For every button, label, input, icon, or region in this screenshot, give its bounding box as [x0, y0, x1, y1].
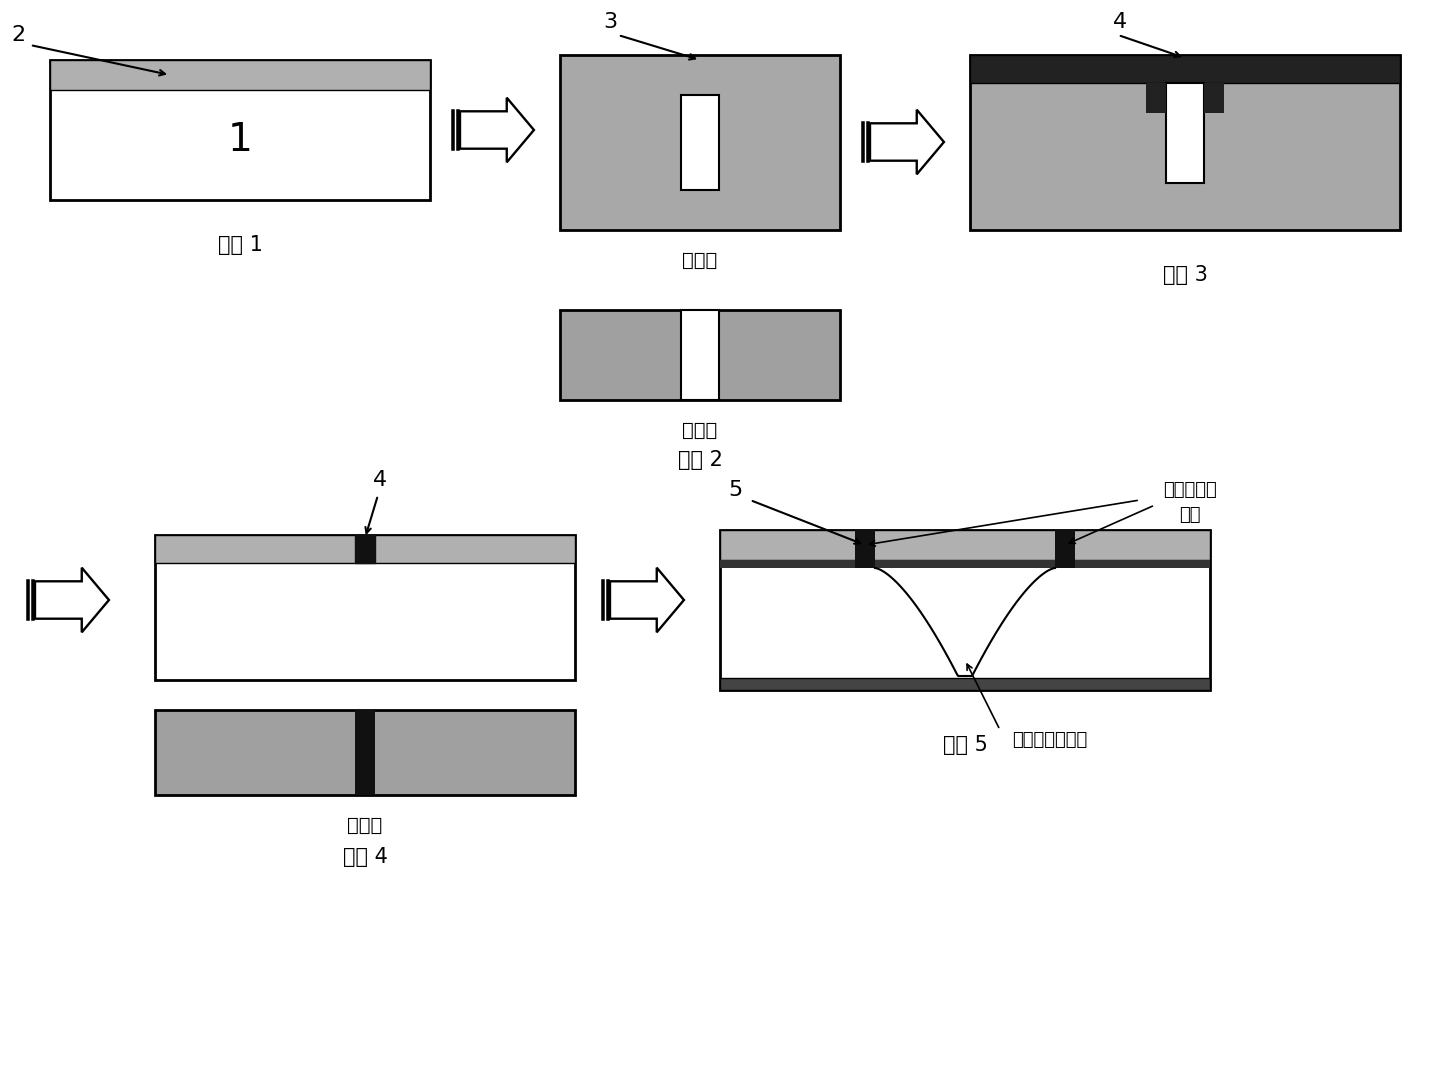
Text: 截面图: 截面图: [682, 250, 718, 270]
Text: 5: 5: [728, 480, 743, 500]
Bar: [681, 95, 720, 190]
Bar: [720, 529, 1210, 690]
Bar: [155, 535, 576, 563]
Bar: [560, 310, 840, 400]
Bar: [355, 535, 376, 563]
Polygon shape: [610, 568, 684, 633]
Text: 区域: 区域: [1179, 506, 1200, 524]
Bar: [355, 710, 376, 795]
Bar: [970, 55, 1400, 230]
Polygon shape: [35, 568, 109, 633]
Text: 3: 3: [603, 12, 617, 32]
Text: 强界面结合区域: 强界面结合区域: [1013, 731, 1088, 749]
Bar: [50, 60, 430, 200]
Bar: [1055, 529, 1075, 568]
Bar: [155, 535, 576, 680]
Bar: [720, 678, 1210, 690]
Text: 步骤 3: 步骤 3: [1163, 265, 1207, 285]
Bar: [970, 55, 1400, 83]
Text: 步骤 2: 步骤 2: [678, 450, 722, 470]
Bar: [1145, 83, 1166, 113]
Text: 1: 1: [227, 121, 252, 159]
Bar: [155, 710, 576, 795]
Text: 4: 4: [1112, 12, 1127, 32]
Text: 步骤 1: 步骤 1: [217, 235, 262, 255]
Bar: [720, 560, 1210, 568]
Bar: [1166, 83, 1204, 183]
Text: 步骤 5: 步骤 5: [943, 735, 987, 755]
Bar: [855, 529, 875, 568]
Text: 2: 2: [12, 25, 24, 45]
Bar: [1204, 83, 1225, 113]
Text: 4: 4: [373, 470, 387, 490]
Polygon shape: [871, 110, 944, 174]
Bar: [560, 55, 840, 230]
Text: 俯视图: 俯视图: [682, 421, 718, 439]
Text: 弱界面结合: 弱界面结合: [1163, 481, 1217, 499]
Bar: [720, 529, 1210, 560]
Polygon shape: [460, 98, 534, 162]
Bar: [50, 60, 430, 90]
Text: 步骤 4: 步骤 4: [342, 847, 387, 867]
Text: 俯视图: 俯视图: [347, 815, 383, 834]
Bar: [681, 310, 720, 400]
